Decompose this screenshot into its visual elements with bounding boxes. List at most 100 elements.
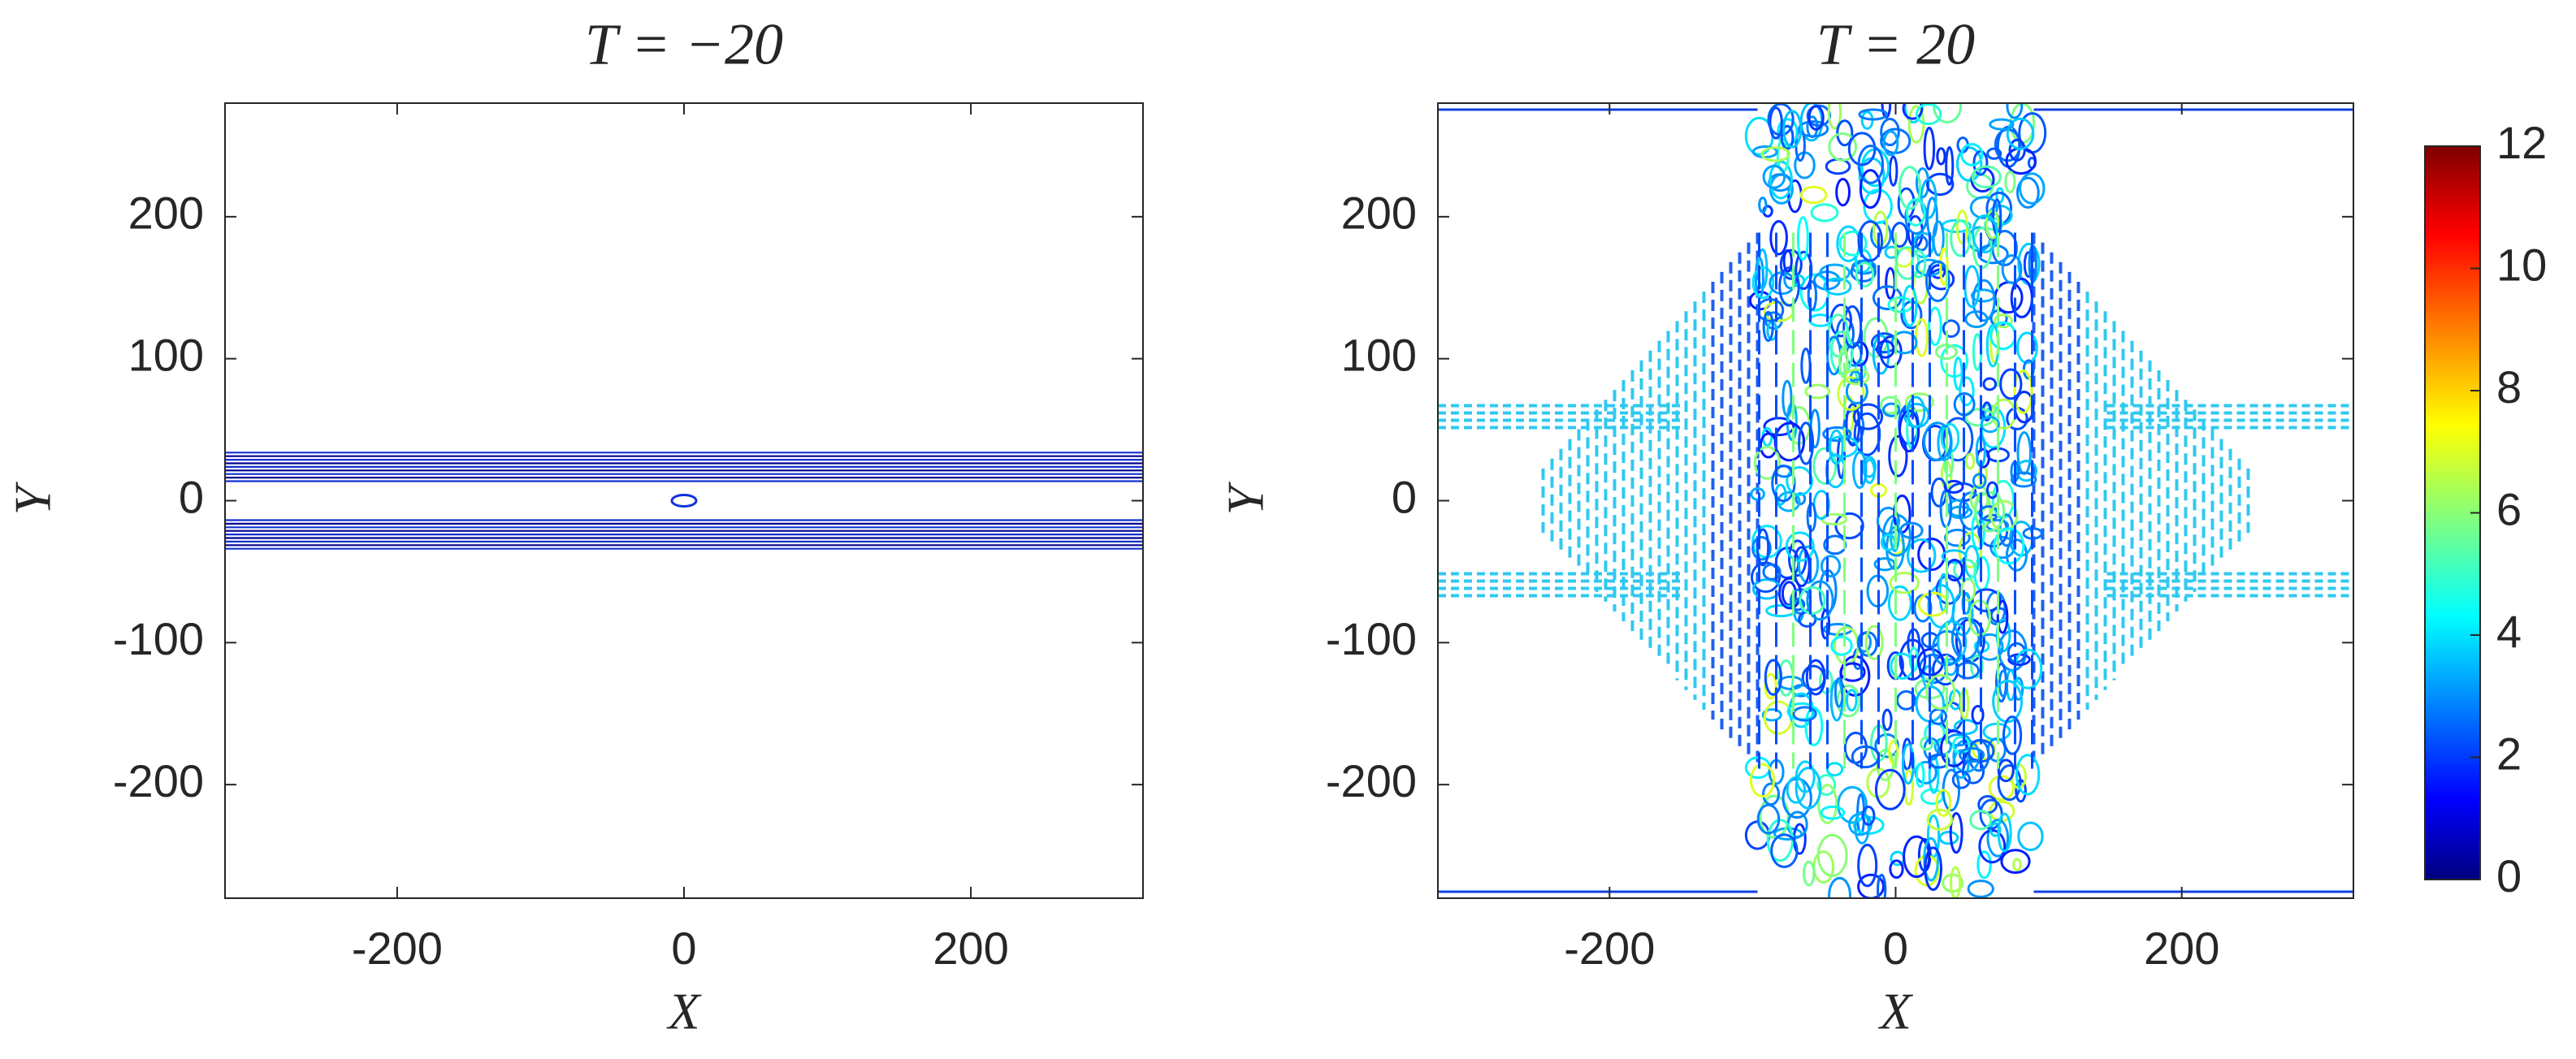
- contour-line: [1782, 249, 1793, 273]
- contour-line: [1797, 545, 1820, 584]
- contour-line: [1994, 313, 2013, 329]
- contour-line: [1795, 767, 1822, 810]
- contour-line: [1935, 789, 1952, 818]
- contour-line: [1861, 805, 1876, 826]
- contour-line: [1889, 859, 1904, 880]
- axes-box: [224, 102, 1144, 899]
- contour-line: [1986, 819, 2010, 858]
- contour-line: [1989, 118, 2015, 131]
- contour-line: [1915, 103, 1942, 126]
- y-tick-label: 100: [128, 329, 204, 380]
- contour-line: [1959, 747, 1985, 763]
- contour-line: [1816, 833, 1848, 877]
- contour-line: [1806, 580, 1834, 621]
- contour-line: [1944, 529, 1971, 547]
- contour-line: [1876, 339, 1895, 359]
- contour-line: [1925, 673, 1956, 711]
- contour-line: [1828, 876, 1852, 898]
- contour-line: [1877, 873, 1887, 898]
- contour-line: [1890, 331, 1918, 355]
- contour-line: [1923, 421, 1952, 462]
- contour-line: [2016, 430, 2032, 475]
- contour-line: [2002, 715, 2023, 755]
- contour-line: [1785, 531, 1815, 562]
- contour-line: [1986, 147, 2002, 160]
- contour-line: [1821, 608, 1831, 640]
- contour-line: [1761, 708, 1782, 722]
- y-axis-label: Y: [4, 481, 62, 515]
- y-tick-label: 200: [128, 188, 204, 239]
- contour-line: [1836, 685, 1861, 718]
- contour-line: [1834, 676, 1844, 708]
- contour-line: [1953, 357, 1963, 391]
- contour-line: [1874, 768, 1906, 810]
- contour-line: [1923, 126, 1936, 171]
- contour-line: [1943, 479, 1964, 494]
- contour-line: [1812, 850, 1835, 884]
- contour-line: [1836, 119, 1854, 147]
- contour-line: [1923, 836, 1939, 882]
- contour-line: [1853, 403, 1884, 430]
- contour-line: [1905, 198, 1926, 227]
- contour-line: [1864, 625, 1884, 661]
- contour-line: [1969, 196, 1998, 219]
- contour-line: [1819, 263, 1851, 283]
- contour-line: [1945, 145, 1955, 186]
- contour-line: [1898, 409, 1920, 453]
- contour-line: [1887, 585, 1912, 621]
- contour-line: [1756, 803, 1781, 835]
- contour-line: [1799, 586, 1826, 615]
- contour-line: [1830, 635, 1853, 656]
- contour-line: [1764, 659, 1782, 696]
- contour-line: [1950, 219, 1972, 257]
- contour-line: [2017, 821, 2044, 852]
- contour-line: [1928, 306, 1942, 347]
- contour-line: [1880, 117, 1900, 147]
- contour-line: [1777, 675, 1804, 690]
- contour-line: [1753, 446, 1782, 480]
- contour-line: [1946, 499, 1970, 517]
- contour-line: [1749, 763, 1776, 798]
- contour-line: [1829, 429, 1844, 465]
- contour-line: [1932, 220, 1945, 257]
- colorbar-tick-label: 2: [2496, 728, 2522, 779]
- chart-title: T = 20: [1816, 12, 1975, 77]
- y-tick-label: -200: [1326, 755, 1417, 806]
- contour-line: [1982, 377, 1998, 391]
- contour-line: [1971, 165, 2002, 189]
- contour-line: [1762, 782, 1781, 806]
- contour-line: [1955, 210, 1969, 244]
- contour-line: [1915, 235, 1929, 252]
- contour-line: [1972, 227, 1993, 270]
- contour-line: [1805, 659, 1826, 696]
- colorbar-tick-label: 8: [2496, 361, 2522, 413]
- contour-line: [1770, 833, 1799, 869]
- contour-line: [1926, 808, 1953, 831]
- contour-line: [1936, 147, 1946, 166]
- contour-line: [1879, 396, 1901, 415]
- contour-line: [1915, 318, 1929, 357]
- contour-line: [1930, 264, 1946, 279]
- contour-line: [1960, 143, 1984, 166]
- contour-line: [1938, 831, 1959, 845]
- contour-lines: [1438, 103, 2353, 898]
- contour-line: [1782, 110, 1803, 149]
- contour-line: [1863, 188, 1893, 225]
- contour-line: [1925, 260, 1950, 303]
- contour-line: [1944, 658, 1958, 676]
- contour-line: [1997, 764, 2022, 802]
- contour-line: [2015, 754, 2041, 796]
- contour-line: [1820, 805, 1846, 820]
- contour-line: [1812, 447, 1838, 485]
- contour-line: [2004, 171, 2016, 194]
- contour-line: [1820, 555, 1842, 578]
- contour-line: [1857, 220, 1884, 262]
- contour-line: [1970, 654, 1984, 679]
- y-tick-label: -100: [1326, 613, 1417, 664]
- contour-line: [1999, 368, 2023, 400]
- contour-line: [1968, 599, 1991, 637]
- contour-line: [1953, 719, 1978, 736]
- contour-line: [1845, 689, 1858, 712]
- contour-line: [1750, 486, 1765, 501]
- contour-line: [1825, 762, 1844, 777]
